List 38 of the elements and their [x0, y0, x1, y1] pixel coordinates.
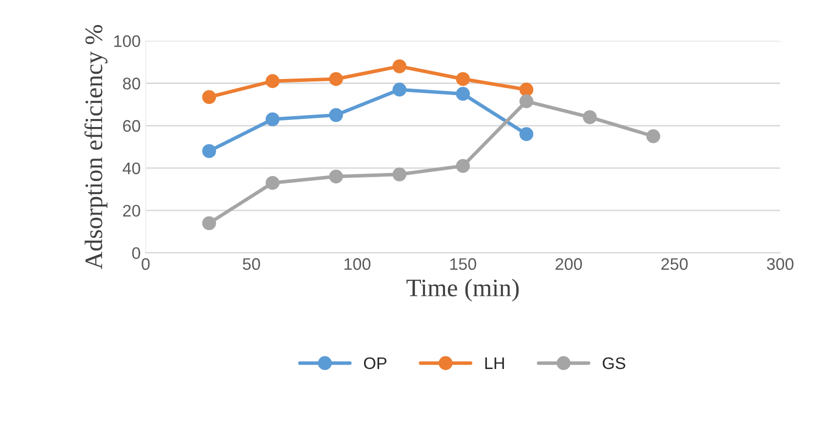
x-tick-label: 300: [766, 258, 794, 270]
point: [202, 216, 216, 230]
point: [266, 74, 280, 88]
legend-label: GS: [602, 357, 626, 370]
y-tick-label: 0: [132, 247, 140, 260]
x-tick-label: 0: [142, 258, 150, 270]
point: [329, 108, 343, 122]
point: [392, 167, 406, 182]
y-axis-title: Adsorption efficiency %: [84, 25, 108, 270]
x-tick-label: 200: [556, 258, 582, 270]
y-tick-label: 20: [123, 204, 140, 217]
legend-label: LH: [485, 357, 504, 369]
point: [456, 158, 470, 173]
legend-label: OP: [364, 357, 386, 370]
x-tick-label: 100: [344, 258, 370, 270]
point: [582, 110, 597, 124]
point: [202, 144, 216, 158]
x-tick-label: 50: [242, 258, 260, 270]
y-tick-label: 100: [114, 35, 140, 48]
y-tick-label: 80: [122, 78, 140, 90]
point: [646, 129, 660, 144]
point: [519, 94, 534, 108]
point: [456, 86, 470, 101]
point: [519, 82, 534, 97]
point: [202, 90, 216, 104]
point: [329, 72, 343, 86]
point: [329, 170, 343, 184]
x-axis-title: Time (min): [406, 278, 519, 302]
point: [266, 176, 280, 190]
point: [456, 72, 470, 86]
y-tick-label: 40: [122, 162, 140, 174]
point: [519, 127, 534, 142]
point: [392, 82, 406, 97]
x-tick-label: 150: [450, 258, 476, 270]
point: [392, 59, 406, 74]
point: [266, 112, 280, 126]
x-tick-label: 250: [661, 258, 688, 270]
y-tick-label: 60: [123, 120, 140, 132]
